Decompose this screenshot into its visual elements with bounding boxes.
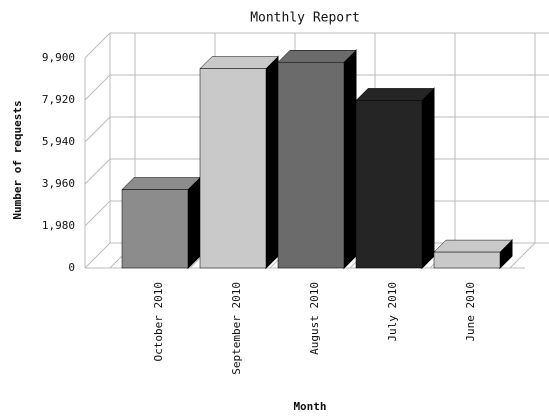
bar [121,189,189,269]
bar-side [343,49,357,270]
bar-side [187,176,201,270]
floor-line [509,242,536,269]
x-tick-label: July 2010 [386,282,399,342]
y-tick-label: 5,940 [42,135,75,148]
bar-top [199,56,279,69]
x-tick-label: June 2010 [464,282,477,342]
y-axis-label: Number of requests [11,100,24,219]
bar-top [433,239,513,253]
bar-top [355,88,435,101]
bar [433,251,501,269]
bar-side [265,55,279,270]
bar-top [277,49,357,63]
x-tick-label: August 2010 [308,282,321,355]
chart-title: Monthly Report [250,11,360,26]
y-tick-label: 7,920 [42,93,75,106]
grid-line [84,74,549,101]
bar [277,61,345,269]
y-tick-label: 0 [68,261,75,274]
grid-line [84,32,549,59]
y-tick-label: 3,960 [42,177,75,190]
bar [199,68,267,269]
bar [355,100,423,269]
x-tick-label: September 2010 [230,282,243,375]
x-tick-label: October 2010 [152,282,165,361]
x-axis-label: Month [293,400,326,413]
y-tick-label: 1,980 [42,219,75,232]
bar-top [121,177,201,190]
bar-side [421,87,435,270]
y-tick-label: 9,900 [42,51,75,64]
